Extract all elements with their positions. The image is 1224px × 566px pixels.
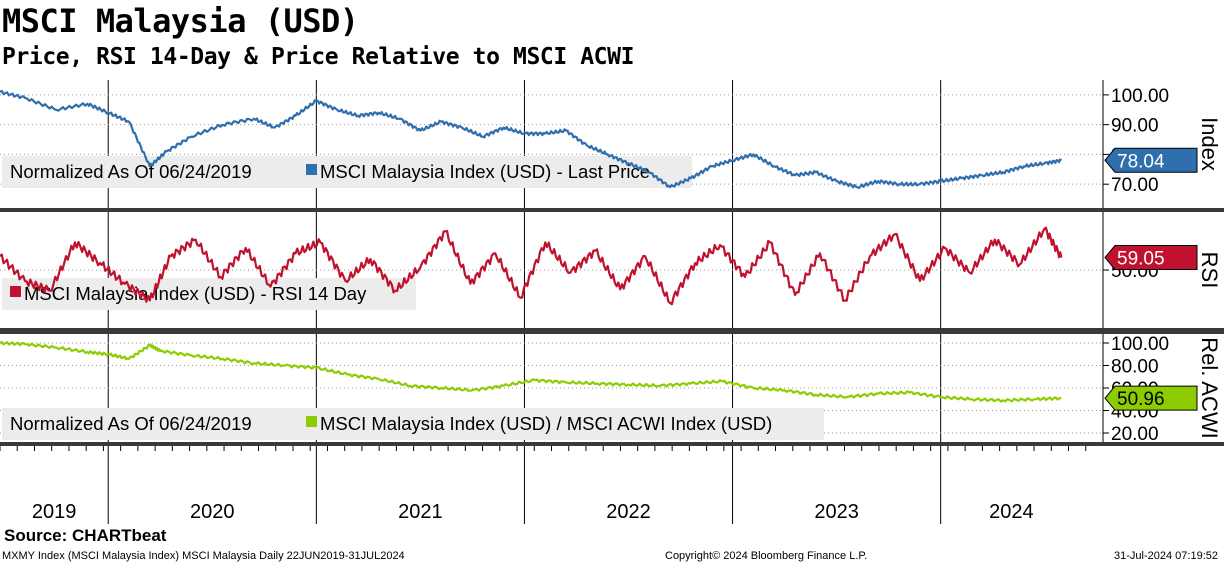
chart-subtitle: Price, RSI 14-Day & Price Relative to MS… — [2, 44, 635, 70]
legend-series-label-0: MSCI Malaysia Index (USD) - Last Price — [320, 161, 650, 182]
last-value-label-0: 78.04 — [1117, 151, 1165, 172]
chart-title: MSCI Malaysia (USD) — [2, 2, 359, 40]
legend-swatch-0 — [306, 164, 317, 175]
last-value-badge-0 — [1104, 147, 1198, 173]
last-value-label-1: 59.05 — [1117, 249, 1165, 270]
y-tick-label: 70.00 — [1111, 175, 1159, 196]
footer-ticker-info: MXMY Index (MSCI Malaysia Index) MSCI Ma… — [2, 550, 405, 562]
series-line-1 — [0, 226, 1063, 306]
series-line-2 — [0, 340, 1062, 403]
footer-timestamp: 31-Jul-2024 07:19:52 — [1114, 550, 1218, 562]
chart-area: 100.00 90.00 80.00 70.00 Normalized As Of 06… — [0, 80, 1224, 524]
legend-box-2 — [2, 408, 824, 440]
x-tick-label-2020: 2020 — [190, 501, 235, 523]
x-tick-label-2023: 2023 — [814, 501, 859, 523]
y-tick-label: 100.00 — [1111, 334, 1169, 355]
series-line-0 — [0, 89, 1063, 190]
x-tick-label-2022: 2022 — [606, 501, 651, 523]
legend-series-label-1: MSCI Malaysia Index (USD) - RSI 14 Day — [24, 283, 367, 304]
y-tick-label: 90.00 — [1111, 116, 1159, 137]
axis-label-2: Rel. ACWI — [1197, 337, 1222, 438]
legend-box-0 — [2, 156, 692, 188]
panel-separator-2 — [0, 442, 1224, 446]
panel-separator-0 — [0, 208, 1224, 212]
y-tick-label: 80.00 — [1111, 357, 1159, 378]
last-value-badge-2 — [1104, 385, 1198, 411]
x-tick-label-2021: 2021 — [398, 501, 443, 523]
source-label: Source: CHARTbeat — [4, 526, 167, 545]
x-tick-label-2019: 2019 — [32, 501, 77, 523]
last-value-badge-1 — [1104, 245, 1198, 271]
x-tick-label-2024: 2024 — [989, 501, 1034, 523]
legend-box-1 — [2, 278, 416, 310]
y-tick-label: 20.00 — [1111, 424, 1159, 445]
y-tick-label: 100.00 — [1111, 86, 1169, 107]
legend-swatch-2 — [306, 416, 317, 427]
legend-normalized-label: Normalized As Of 06/24/2019 — [10, 161, 252, 182]
axis-label-1: RSI — [1197, 252, 1222, 289]
legend-swatch-1 — [10, 286, 21, 297]
last-value-label-2: 50.96 — [1117, 389, 1165, 410]
panel-separator-1 — [0, 328, 1224, 334]
legend-series-label-2: MSCI Malaysia Index (USD) / MSCI ACWI In… — [320, 413, 772, 434]
legend-normalized-label: Normalized As Of 06/24/2019 — [10, 413, 252, 434]
footer-copyright: Copyright© 2024 Bloomberg Finance L.P. — [665, 550, 868, 562]
axis-label-0: Index — [1197, 117, 1222, 171]
